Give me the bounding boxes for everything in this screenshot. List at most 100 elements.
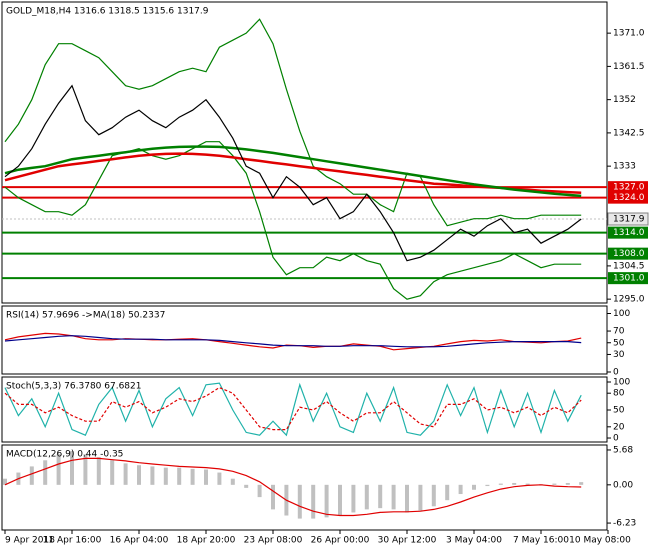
series-line xyxy=(4,332,582,351)
series-line xyxy=(4,84,582,262)
histogram-bar xyxy=(163,467,168,485)
level-label: 1324.0 xyxy=(613,193,645,203)
y-tick-label: 30 xyxy=(613,350,625,360)
x-tick-label: 10 May 08:00 xyxy=(569,536,631,546)
histogram-bar xyxy=(150,466,155,485)
level-label: 1301.0 xyxy=(613,274,645,284)
histogram-bar xyxy=(123,463,128,485)
histogram-bar xyxy=(525,483,530,485)
plot xyxy=(4,332,582,351)
last-price-tag xyxy=(607,212,649,226)
histogram-bar xyxy=(565,482,570,485)
plot xyxy=(2,18,607,300)
y-tick-label: 100 xyxy=(613,309,630,319)
y-tick-label: 1361.5 xyxy=(613,62,645,72)
panel-title: MACD(12,26,9) 0.44 -0.35 xyxy=(6,450,123,460)
histogram-bar xyxy=(271,484,275,510)
histogram-bar xyxy=(472,484,476,490)
histogram-bar xyxy=(230,478,235,485)
level-label: 1308.0 xyxy=(613,249,645,259)
series-line xyxy=(4,382,582,437)
y-tick-label: 5.68 xyxy=(613,445,633,455)
x-tick-label: 7 May 16:00 xyxy=(513,536,569,546)
histogram-bar xyxy=(445,484,450,501)
histogram-bar xyxy=(579,482,584,485)
x-tick-label: 18 Apr 20:00 xyxy=(177,536,236,546)
histogram-bar xyxy=(485,484,490,487)
histogram-bar xyxy=(190,468,195,485)
histogram-bar xyxy=(364,484,369,510)
histogram-bar xyxy=(244,484,249,488)
histogram-bar xyxy=(70,451,74,485)
histogram-bar xyxy=(418,484,423,511)
level-tag xyxy=(608,191,648,204)
histogram-bar xyxy=(177,467,182,485)
level-tag xyxy=(608,272,648,285)
histogram-bar xyxy=(431,484,436,507)
panel-frame xyxy=(1,444,608,531)
histogram-bar xyxy=(458,484,463,495)
level-tag xyxy=(608,181,648,194)
panel-title: GOLD_M18,H4 1316.6 1318.5 1315.6 1317.9 xyxy=(6,7,209,17)
series-line xyxy=(4,141,582,300)
level-label: 1327.0 xyxy=(613,183,645,193)
panel-frame xyxy=(1,1,608,304)
y-tick-label: 1333 xyxy=(613,162,636,172)
panel-frame xyxy=(1,305,608,375)
y-tick-label: 80 xyxy=(613,389,625,399)
y-tick-label: 20 xyxy=(613,422,625,432)
histogram-bar xyxy=(512,482,517,485)
series-line xyxy=(4,457,582,517)
histogram-bar xyxy=(338,484,342,516)
y-tick-label: 1295.0 xyxy=(613,295,645,305)
series-line xyxy=(4,152,582,195)
histogram-bar xyxy=(311,484,316,519)
x-tick-label: 23 Apr 08:00 xyxy=(244,536,303,546)
histogram-bar xyxy=(29,466,34,485)
series-line xyxy=(4,18,582,227)
y-tick-label: 0 xyxy=(613,368,619,378)
x-tick-label: 16 Apr 04:00 xyxy=(110,536,169,546)
histogram-bar xyxy=(324,484,329,518)
x-tick-label: 26 Apr 00:00 xyxy=(311,536,370,546)
histogram-bar xyxy=(297,484,302,519)
panel-title: RSI(14) 57.9696 ->MA(18) 50.2337 xyxy=(6,311,165,321)
histogram-bar xyxy=(96,457,101,485)
y-tick-label: 1371.0 xyxy=(613,29,645,39)
histogram-bar xyxy=(391,484,396,510)
histogram-bar xyxy=(3,478,7,485)
level-tag xyxy=(608,226,648,239)
y-tick-label: 0 xyxy=(613,434,619,444)
panel-frame xyxy=(1,376,608,443)
y-tick-label: -6.23 xyxy=(613,519,636,529)
level-label: 1314.0 xyxy=(613,228,645,238)
series-line xyxy=(4,145,582,198)
y-tick-label: 0.00 xyxy=(613,480,633,490)
histogram-bar xyxy=(204,469,208,485)
x-tick-label: 3 May 04:00 xyxy=(446,536,502,546)
plot xyxy=(3,451,584,519)
histogram-bar xyxy=(405,484,409,513)
x-tick-label: 9 Apr 2018 xyxy=(5,536,55,546)
histogram-bar xyxy=(56,454,61,485)
y-tick-label: 50 xyxy=(613,406,625,416)
histogram-bar xyxy=(257,484,262,498)
plot xyxy=(4,382,582,437)
histogram-bar xyxy=(137,465,141,485)
histogram-bar xyxy=(110,460,115,485)
level-tag xyxy=(608,247,648,260)
series-line xyxy=(4,386,582,431)
y-tick-label: 1342.5 xyxy=(613,128,645,138)
y-tick-label: 70 xyxy=(613,327,625,337)
panel-title: Stoch(5,3,3) 76.3780 67.6821 xyxy=(6,382,141,392)
histogram-bar xyxy=(378,484,383,509)
histogram-bar xyxy=(351,484,356,513)
x-tick-label: 30 Apr 12:00 xyxy=(378,536,437,546)
y-tick-label: 1304.5 xyxy=(613,261,645,271)
y-tick-label: 50 xyxy=(613,338,625,348)
histogram-bar xyxy=(217,472,222,485)
histogram-bar xyxy=(498,483,503,485)
y-tick-label: 100 xyxy=(613,377,630,387)
histogram-bar xyxy=(552,483,557,485)
